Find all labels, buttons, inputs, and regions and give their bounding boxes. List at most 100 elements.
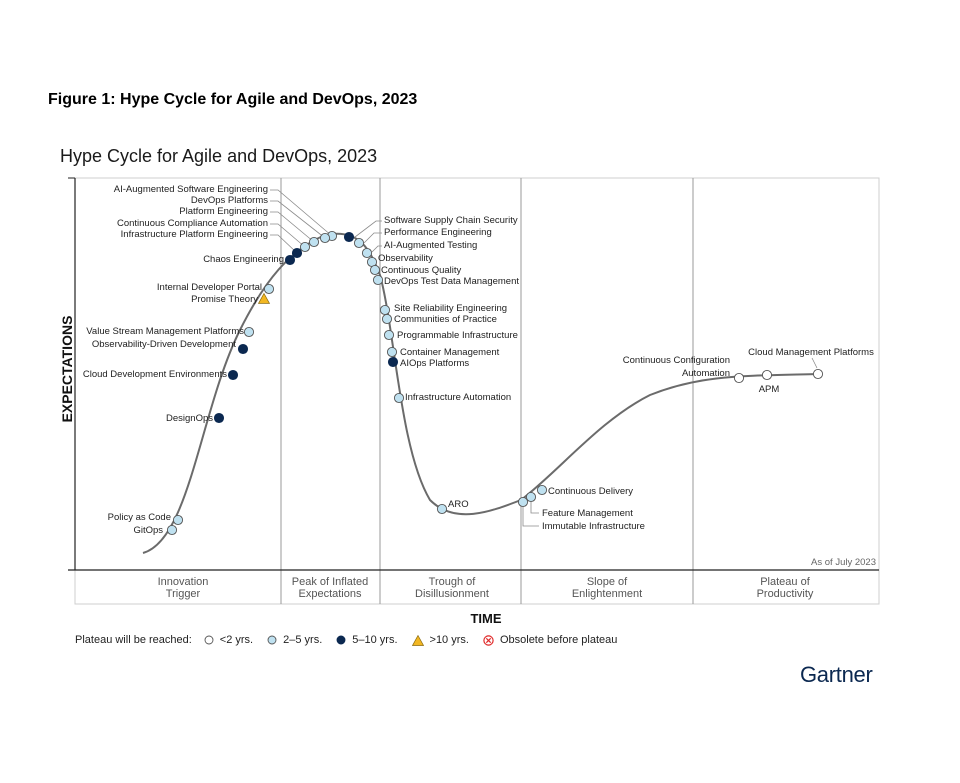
technology-marker: [343, 231, 355, 243]
technology-label: Continuous Delivery: [548, 486, 633, 497]
technology-label: Feature Management: [542, 508, 633, 519]
technology-marker: [319, 232, 331, 244]
phase-label: Enlightenment: [572, 588, 642, 600]
legend-label: Obsolete before plateau: [499, 634, 618, 646]
technology-label: Continuous Quality: [381, 265, 462, 276]
x-axis-label: TIME: [470, 611, 501, 626]
technology-marker: [761, 369, 773, 381]
leader-line: [354, 220, 382, 238]
light-blue-circle-icon: [267, 635, 277, 645]
phase-label: Trough of: [429, 576, 477, 588]
technology-marker: [733, 372, 745, 384]
leader-line: [522, 507, 539, 527]
technology-marker: [393, 392, 405, 404]
legend-label: 5–10 yrs.: [352, 634, 398, 646]
technology-label: Value Stream Management Platforms: [86, 326, 244, 337]
gartner-logo: Gartner: [800, 662, 873, 687]
technology-marker: [172, 514, 184, 526]
technology-marker: [517, 496, 529, 508]
leader-line: [270, 234, 298, 254]
technology-label: Chaos Engineering: [203, 254, 284, 265]
leader-line: [270, 223, 306, 248]
legend-title: Plateau will be reached:: [75, 634, 192, 646]
technology-marker: [243, 326, 255, 338]
technology-marker: [383, 329, 395, 341]
technology-label: Programmable Infrastructure: [397, 330, 518, 341]
technology-marker: [237, 343, 249, 355]
technology-marker: [213, 412, 225, 424]
technology-label: Platform Engineering: [179, 206, 268, 217]
technology-marker: [379, 304, 391, 316]
leader-line: [530, 502, 539, 514]
technology-marker: [227, 369, 239, 381]
legend-label: <2 yrs.: [219, 634, 254, 646]
leader-line: [371, 245, 382, 253]
technology-label: Cloud Management Platforms: [748, 347, 874, 358]
phase-label: Productivity: [757, 588, 814, 600]
chart-title: Hype Cycle for Agile and DevOps, 2023: [60, 146, 378, 166]
legend-item-gt10: >10 yrs.: [411, 634, 469, 646]
dark-blue-circle-icon: [336, 635, 346, 645]
technology-marker: [353, 237, 365, 249]
phase-label: Disillusionment: [415, 588, 489, 600]
legend-label: 2–5 yrs.: [283, 634, 323, 646]
technology-marker: [381, 313, 393, 325]
technology-marker: [299, 241, 311, 253]
y-axis-label: EXPECTATIONS: [59, 316, 75, 423]
phase-label: Plateau of: [760, 576, 810, 588]
technology-label: Software Supply Chain Security: [384, 215, 518, 226]
technology-label: AI-Augmented Testing: [384, 240, 477, 251]
technology-marker: [284, 254, 296, 266]
technology-label: Continuous Compliance Automation: [117, 218, 268, 229]
technology-label: AIOps Platforms: [400, 358, 469, 369]
technology-label: Communities of Practice: [394, 314, 497, 325]
phase-label: Slope of: [587, 576, 628, 588]
legend-label: >10 yrs.: [429, 634, 469, 646]
technology-marker: [369, 264, 381, 276]
technology-label: DevOps Platforms: [191, 195, 268, 206]
figure-caption: Figure 1: Hype Cycle for Agile and DevOp…: [48, 91, 418, 108]
technology-label: Performance Engineering: [384, 227, 492, 238]
as-of-note: As of July 2023: [811, 557, 876, 568]
phase-label: Peak of Inflated: [292, 576, 368, 588]
legend-item-lt2: <2 yrs.: [204, 634, 253, 646]
technology-marker: [436, 503, 448, 515]
technology-label: APM: [759, 384, 780, 395]
technology-marker: [386, 346, 398, 358]
technology-marker: [291, 247, 303, 259]
technology-marker-triangle: [257, 292, 271, 304]
leader-line: [270, 200, 326, 239]
technology-marker: [525, 491, 537, 503]
hype-curve: [142, 232, 819, 554]
white-circle-icon: [204, 635, 214, 645]
legend-item-5to10: 5–10 yrs.: [336, 634, 398, 646]
technology-label: Automation: [682, 368, 730, 379]
technology-marker: [308, 236, 320, 248]
legend-item-2to5: 2–5 yrs.: [267, 634, 322, 646]
technology-label: Container Management: [400, 347, 500, 358]
technology-marker: [812, 368, 824, 380]
technology-label: DevOps Test Data Management: [384, 276, 519, 287]
technology-label: Infrastructure Platform Engineering: [121, 229, 268, 240]
legend-item-obsolete: Obsolete before plateau: [483, 634, 617, 646]
technology-label: Site Reliability Engineering: [394, 303, 507, 314]
technology-label: Infrastructure Automation: [405, 392, 511, 403]
phase-label: Expectations: [299, 588, 362, 600]
phase-label: Innovation: [158, 576, 209, 588]
technology-label: Cloud Development Environments: [83, 369, 227, 380]
obsolete-x-circle-icon: [483, 634, 494, 646]
technology-label: Observability-Driven Development: [92, 339, 236, 350]
technology-marker: [263, 283, 275, 295]
technology-label: DesignOps: [166, 413, 213, 424]
technology-label: Promise Theory: [191, 294, 258, 305]
leader-line: [811, 357, 818, 369]
technology-marker: [536, 484, 548, 496]
technology-label: AI-Augmented Software Engineering: [114, 184, 268, 195]
technology-label: Policy as Code: [108, 512, 171, 523]
chart-frame: [68, 177, 880, 605]
technology-marker: [387, 356, 399, 368]
yellow-triangle-icon: [411, 634, 424, 646]
technology-marker: [166, 524, 178, 536]
leader-line: [270, 189, 333, 237]
